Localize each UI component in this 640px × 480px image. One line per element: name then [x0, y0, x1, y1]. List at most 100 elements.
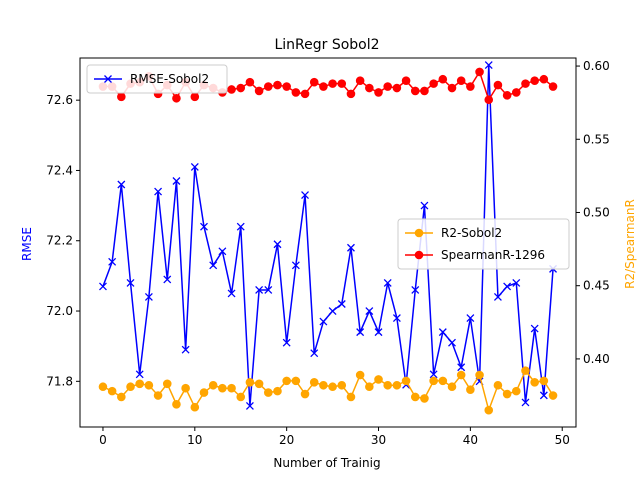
data-point-rmse-sobol2	[438, 328, 447, 337]
x-tick-label: 40	[463, 433, 478, 447]
data-point-spearmanr-1296	[493, 80, 503, 90]
data-point-spearmanr-1296	[263, 82, 273, 91]
y-left-tick-label: 72.0	[46, 304, 73, 318]
series-rmse-sobol2	[99, 61, 557, 410]
y-axis-left: 71.8 72.0 72.2 72.4 72.6	[46, 93, 80, 388]
data-point-rmse-sobol2	[530, 324, 539, 333]
y-axis-right: 0.40 0.45 0.50 0.55 0.60	[576, 59, 610, 366]
data-point-r2-sobol2	[548, 391, 558, 400]
data-point-rmse-sobol2	[255, 285, 264, 294]
data-point-r2-sobol2	[190, 402, 200, 412]
plot-frame	[79, 57, 577, 428]
data-point-spearmanr-1296	[530, 76, 539, 85]
data-point-r2-sobol2	[291, 376, 301, 386]
data-point-r2-sobol2	[245, 378, 255, 387]
legend-box	[86, 64, 228, 94]
data-point-rmse-sobol2	[301, 191, 309, 200]
data-point-rmse-sobol2	[374, 328, 383, 337]
data-point-spearmanr-1296	[383, 82, 393, 91]
y-left-tick-label: 72.6	[46, 93, 73, 107]
data-point-rmse-sobol2	[126, 278, 135, 287]
data-point-rmse-sobol2	[236, 222, 245, 231]
series-r2-sobol2	[98, 366, 558, 415]
data-point-r2-sobol2	[392, 380, 402, 390]
chart-title: LinRegr Sobol2	[274, 37, 379, 53]
data-point-spearmanr-1296	[438, 74, 448, 84]
y-right-tick-label: 0.50	[583, 205, 610, 219]
data-point-rmse-sobol2	[181, 345, 190, 354]
x-tick-label: 10	[187, 433, 202, 447]
data-point-spearmanr-1296	[511, 88, 521, 97]
data-point-rmse-sobol2	[264, 285, 273, 294]
legend-left: RMSE-Sobol2	[86, 64, 228, 94]
data-point-r2-sobol2	[539, 376, 549, 386]
data-point-spearmanr-1296	[548, 82, 558, 91]
x-tick-label: 0	[99, 433, 107, 447]
data-point-rmse-sobol2	[108, 257, 117, 266]
data-point-spearmanr-1296	[282, 82, 291, 91]
y-left-tick-label: 71.8	[46, 374, 73, 388]
data-point-spearmanr-1296	[374, 88, 383, 97]
x-axis: 0 10 20 30 40 50	[99, 427, 570, 447]
data-point-rmse-sobol2	[457, 363, 466, 372]
data-point-rmse-sobol2	[319, 317, 328, 326]
data-point-rmse-sobol2	[227, 289, 236, 298]
y-right-tick-label: 0.40	[583, 352, 610, 366]
legend-marker-rmse-sobol2	[104, 75, 112, 83]
data-point-r2-sobol2	[521, 366, 530, 375]
data-point-r2-sobol2	[530, 378, 539, 387]
data-point-r2-sobol2	[484, 405, 494, 415]
data-point-r2-sobol2	[117, 392, 126, 402]
y-left-tick-label: 72.4	[46, 163, 73, 177]
data-point-spearmanr-1296	[319, 82, 328, 91]
data-point-rmse-sobol2	[466, 314, 475, 323]
data-point-spearmanr-1296	[300, 89, 310, 99]
data-point-rmse-sobol2	[411, 285, 420, 294]
data-point-r2-sobol2	[410, 392, 420, 402]
data-point-r2-sobol2	[254, 379, 264, 389]
data-point-rmse-sobol2	[448, 338, 456, 347]
data-point-rmse-sobol2	[392, 314, 401, 323]
data-point-spearmanr-1296	[245, 77, 255, 87]
y-right-tick-label: 0.45	[583, 279, 610, 293]
data-point-r2-sobol2	[420, 394, 429, 403]
data-point-r2-sobol2	[208, 380, 218, 390]
data-point-r2-sobol2	[172, 400, 181, 409]
data-point-r2-sobol2	[466, 385, 475, 394]
data-point-rmse-sobol2	[484, 61, 493, 69]
data-point-rmse-sobol2	[356, 328, 365, 337]
data-point-r2-sobol2	[355, 370, 365, 380]
data-point-spearmanr-1296	[309, 77, 319, 87]
data-point-spearmanr-1296	[484, 95, 494, 105]
data-point-rmse-sobol2	[117, 180, 126, 189]
data-point-r2-sobol2	[328, 382, 337, 392]
data-point-rmse-sobol2	[99, 282, 107, 291]
data-point-rmse-sobol2	[493, 293, 502, 301]
data-point-rmse-sobol2	[218, 247, 227, 256]
data-point-rmse-sobol2	[365, 307, 374, 315]
data-point-rmse-sobol2	[135, 370, 144, 379]
data-point-r2-sobol2	[236, 392, 246, 402]
data-point-rmse-sobol2	[190, 162, 199, 171]
data-point-r2-sobol2	[153, 391, 163, 400]
data-point-rmse-sobol2	[310, 349, 319, 358]
data-point-rmse-sobol2	[245, 401, 254, 410]
data-point-r2-sobol2	[502, 389, 512, 399]
data-point-rmse-sobol2	[144, 293, 153, 301]
data-point-spearmanr-1296	[337, 79, 347, 88]
y-right-tick-label: 0.60	[583, 59, 610, 73]
data-point-spearmanr-1296	[539, 74, 549, 84]
y-right-tick-label: 0.55	[583, 132, 610, 146]
series-line-rmse-sobol2	[102, 65, 554, 406]
data-point-r2-sobol2	[98, 382, 108, 392]
x-tick-label: 50	[555, 433, 570, 447]
data-point-rmse-sobol2	[209, 261, 218, 270]
data-point-spearmanr-1296	[227, 85, 236, 94]
legend-label-r2-sobol2: R2-Sobol2	[441, 226, 502, 240]
data-point-spearmanr-1296	[521, 79, 530, 88]
legend-label-rmse-sobol2: RMSE-Sobol2	[130, 72, 209, 86]
data-point-rmse-sobol2	[172, 177, 181, 185]
data-point-spearmanr-1296	[172, 93, 181, 103]
data-point-spearmanr-1296	[365, 83, 374, 93]
data-point-r2-sobol2	[447, 382, 457, 392]
